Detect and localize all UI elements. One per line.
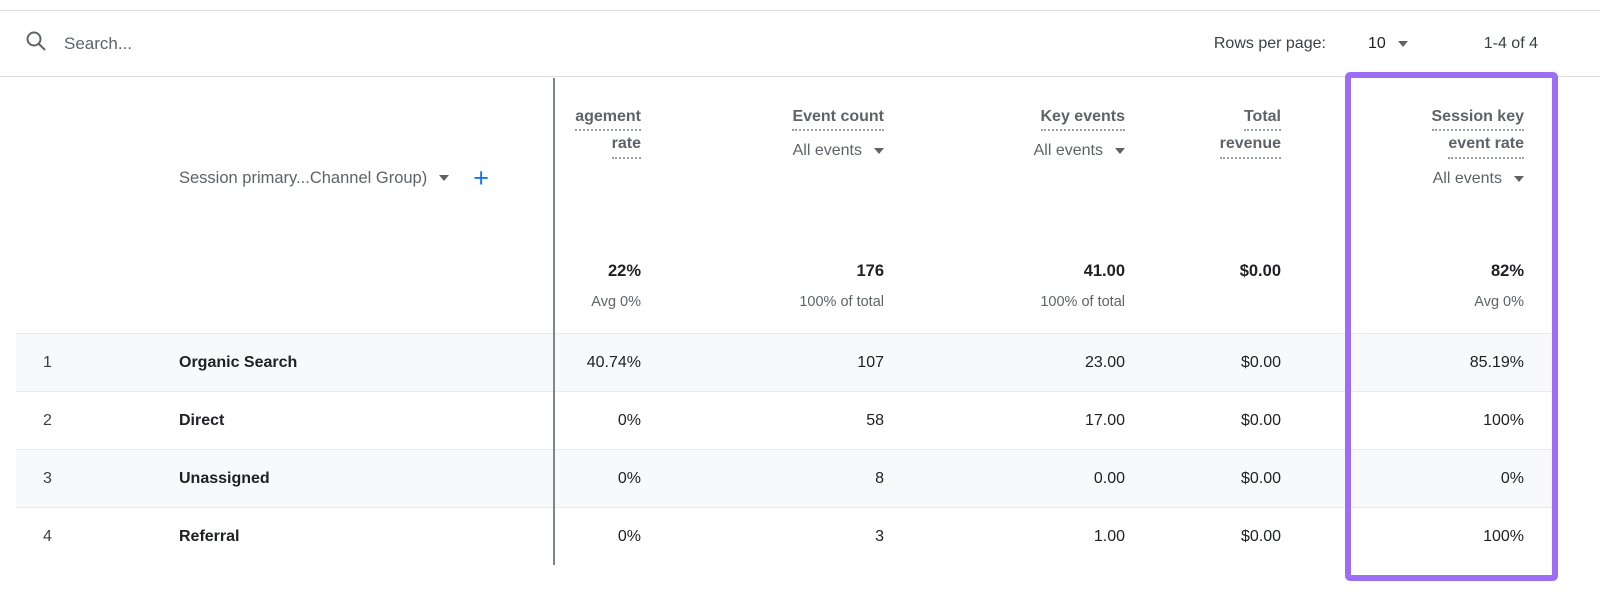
total-value: 22% [607, 262, 641, 280]
total-revenue-value: $0.00 [1240, 527, 1281, 545]
totals-key-events: 41.00 100% of total [884, 262, 1125, 333]
header-spacer [16, 78, 90, 248]
column-header-key-events[interactable]: Key events All events [884, 78, 1125, 248]
key-events-all-events-dropdown[interactable]: All events [1034, 142, 1125, 160]
row-number: 4 [43, 527, 52, 545]
channel-name: Unassigned [179, 469, 270, 487]
event-count-all-events-dropdown[interactable]: All events [793, 142, 884, 160]
rows-per-page-label: Rows per page: [1213, 34, 1326, 52]
table-row: 2 Direct 0% 58 17.00 $0.00 100% [16, 391, 1557, 449]
key-events-value: 0.00 [1093, 469, 1125, 487]
key-events-value: 1.00 [1093, 527, 1125, 545]
column-header-event-count[interactable]: Event count All events [641, 78, 884, 248]
session-key-event-rate-value: 100% [1483, 411, 1524, 429]
all-events-label: All events [1033, 142, 1103, 160]
total-revenue-value: $0.00 [1240, 411, 1281, 429]
table-header-row: Session primary...Channel Group) agement… [16, 78, 1557, 248]
all-events-label: All events [1432, 169, 1502, 187]
dimension-header-dropdown[interactable]: Session primary...Channel Group) [90, 78, 553, 248]
engagement-rate-value: 0% [617, 527, 641, 545]
total-sub: 100% of total [799, 294, 884, 310]
event-count-value: 107 [857, 353, 884, 371]
total-value: 82% [1490, 262, 1524, 280]
pagination-status: 1-4 of 4 [1483, 34, 1538, 52]
key-events-value: 17.00 [1084, 411, 1125, 429]
engagement-rate-value: 0% [617, 411, 641, 429]
frozen-column-divider [553, 78, 555, 565]
event-count-value: 8 [875, 469, 884, 487]
row-number: 2 [43, 411, 52, 429]
totals-total-revenue: $0.00 [1125, 262, 1281, 333]
search-input[interactable] [64, 33, 404, 54]
table-row: 1 Organic Search 40.74% 107 23.00 $0.00 … [16, 333, 1557, 391]
dimension-header-label: Session primary...Channel Group) [179, 168, 428, 187]
search-icon [24, 29, 48, 58]
total-value: $0.00 [1239, 262, 1281, 280]
add-dimension-icon[interactable] [473, 168, 489, 188]
totals-row: 22% Avg 0% 176 100% of total 41.00 100% … [16, 248, 1557, 333]
chevron-down-icon [1514, 175, 1524, 182]
key-events-value: 23.00 [1084, 353, 1125, 371]
column-label: Event count [792, 108, 884, 132]
all-events-label: All events [792, 142, 862, 160]
top-divider [0, 10, 1600, 11]
channel-name: Referral [179, 527, 240, 545]
column-label: Session key [1431, 108, 1524, 132]
totals-engagement-rate: 22% Avg 0% [553, 262, 641, 333]
total-value: 176 [856, 262, 884, 280]
chevron-down-icon [1397, 40, 1408, 47]
rows-per-page-select[interactable]: 10 [1368, 35, 1408, 53]
engagement-rate-value: 0% [617, 469, 641, 487]
total-sub: Avg 0% [1474, 294, 1524, 310]
column-header-engagement-rate[interactable]: agement rate [553, 78, 641, 248]
totals-spacer [16, 262, 90, 333]
toolbar-right: Rows per page: 10 1-4 of 4 [1214, 35, 1538, 53]
session-key-event-rate-value: 85.19% [1469, 353, 1524, 371]
column-label: Total [1243, 108, 1281, 132]
table-row: 3 Unassigned 0% 8 0.00 $0.00 0% [16, 449, 1557, 507]
total-revenue-value: $0.00 [1240, 469, 1281, 487]
total-revenue-value: $0.00 [1240, 353, 1281, 371]
column-label: agement [575, 108, 641, 132]
search-box[interactable] [24, 29, 444, 58]
totals-session-key-event-rate: 82% Avg 0% [1281, 262, 1524, 333]
session-key-event-rate-value: 100% [1483, 527, 1524, 545]
totals-event-count: 176 100% of total [641, 262, 884, 333]
total-value: 41.00 [1083, 262, 1125, 280]
channel-name: Direct [179, 411, 225, 429]
chevron-down-icon [1115, 148, 1125, 155]
column-header-session-key-event-rate[interactable]: Session key event rate All events [1281, 78, 1524, 248]
event-count-value: 3 [875, 527, 884, 545]
column-label: revenue [1219, 135, 1281, 159]
session-key-event-rate-all-events-dropdown[interactable]: All events [1433, 170, 1524, 188]
table-toolbar: Rows per page: 10 1-4 of 4 [0, 11, 1600, 77]
total-sub: 100% of total [1040, 294, 1125, 310]
analytics-table: Session primary...Channel Group) agement… [16, 72, 1558, 581]
row-number: 1 [43, 353, 52, 371]
rows-per-page-value: 10 [1367, 34, 1386, 52]
row-number: 3 [43, 469, 52, 487]
chevron-down-icon [874, 148, 884, 155]
column-label: event rate [1448, 135, 1524, 159]
total-sub: Avg 0% [591, 294, 641, 310]
chevron-down-icon [439, 175, 450, 181]
column-header-total-revenue[interactable]: Total revenue [1125, 78, 1281, 248]
column-label: rate [611, 135, 641, 159]
event-count-value: 58 [866, 411, 884, 429]
totals-spacer [90, 262, 553, 333]
column-label: Key events [1040, 108, 1125, 132]
session-key-event-rate-value: 0% [1500, 469, 1524, 487]
engagement-rate-value: 40.74% [586, 353, 641, 371]
channel-name: Organic Search [179, 353, 298, 371]
table-row: 4 Referral 0% 3 1.00 $0.00 100% [16, 507, 1557, 565]
